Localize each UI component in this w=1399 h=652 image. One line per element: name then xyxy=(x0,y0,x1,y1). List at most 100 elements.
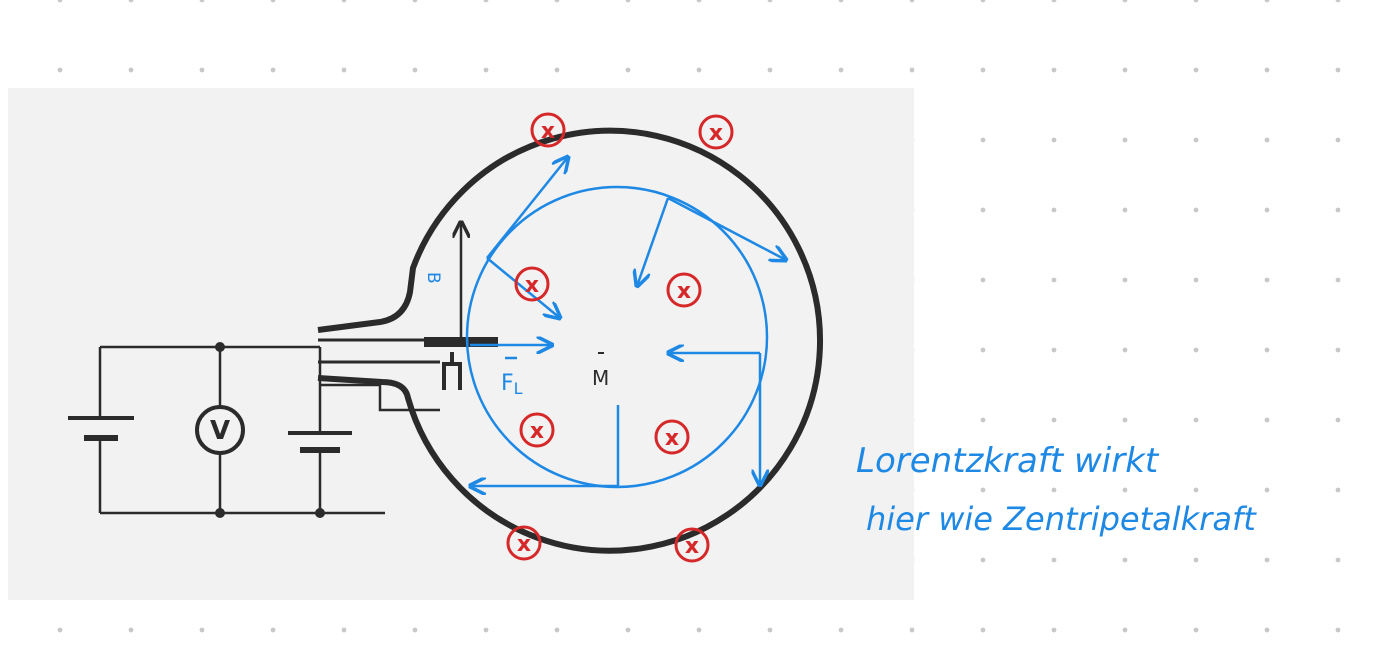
grid-dot xyxy=(1335,627,1341,633)
grid-dot xyxy=(909,67,915,73)
grid-dot xyxy=(980,277,986,283)
electron-path-drawing xyxy=(465,157,786,487)
grid-dot xyxy=(1051,277,1057,283)
grid-dot xyxy=(909,627,915,633)
grid-dot xyxy=(767,67,773,73)
grid-dot xyxy=(341,0,347,3)
grid-dot xyxy=(1051,0,1057,3)
electron-gun-cathode xyxy=(442,352,462,390)
grid-dot xyxy=(412,627,418,633)
grid-dot xyxy=(1335,487,1341,493)
circuit-junctions xyxy=(215,342,325,518)
grid-dot xyxy=(1335,0,1341,3)
field-mark: x xyxy=(698,114,734,150)
b-field-label: B xyxy=(423,272,443,284)
grid-dot xyxy=(625,67,631,73)
grid-dot xyxy=(341,67,347,73)
field-mark: x xyxy=(654,419,690,455)
grid-dot xyxy=(1193,487,1199,493)
grid-dot xyxy=(270,627,276,633)
grid-dot xyxy=(625,0,631,3)
field-mark-symbol: x xyxy=(525,273,539,298)
radial-arrow-top-right xyxy=(637,197,670,286)
grid-dot xyxy=(1264,487,1270,493)
note-line-1: Lorentzkraft wirkt xyxy=(856,441,1160,481)
grid-dot xyxy=(199,0,205,3)
field-mark: x xyxy=(530,112,566,148)
field-mark-circle xyxy=(519,412,555,448)
grid-dot xyxy=(625,627,631,633)
field-mark-circle xyxy=(654,419,690,455)
magnetic-field-marks: x x x x x x x x xyxy=(506,112,734,563)
grid-dot xyxy=(1193,417,1199,423)
grid-dot xyxy=(1122,347,1128,353)
grid-dot xyxy=(1122,0,1128,3)
grid-dot xyxy=(1122,557,1128,563)
grid-dot xyxy=(696,627,702,633)
grid-dot xyxy=(1051,417,1057,423)
field-mark: x xyxy=(666,272,702,308)
field-mark-circle xyxy=(666,272,702,308)
grid-dot xyxy=(980,207,986,213)
grid-dot xyxy=(199,627,205,633)
field-mark-symbol: x xyxy=(530,419,544,444)
grid-dot xyxy=(554,0,560,3)
grid-dot xyxy=(1122,417,1128,423)
note-line-2: hier wie Zentripetalkraft xyxy=(866,500,1257,538)
grid-dot xyxy=(980,137,986,143)
grid-dot xyxy=(1122,207,1128,213)
grid-dot xyxy=(1193,67,1199,73)
grid-dot xyxy=(554,627,560,633)
grid-dot xyxy=(1051,137,1057,143)
grid-dot xyxy=(1051,487,1057,493)
center-label: M xyxy=(592,366,609,390)
grid-dot xyxy=(1193,557,1199,563)
circuit xyxy=(68,345,440,515)
grid-dot xyxy=(1193,277,1199,283)
field-mark-circle xyxy=(530,112,566,148)
field-mark-symbol: x xyxy=(709,121,723,146)
grid-dot xyxy=(1264,207,1270,213)
grid-dot xyxy=(1264,0,1270,3)
field-mark: x xyxy=(514,266,550,302)
tangent-arrow-top-left xyxy=(486,157,568,259)
grid-dot xyxy=(980,627,986,633)
grid-dot xyxy=(1193,347,1199,353)
grid-dot xyxy=(412,67,418,73)
tangent-arrow-top-right xyxy=(667,196,786,260)
grid-dot xyxy=(838,627,844,633)
grid-dot xyxy=(1122,277,1128,283)
grid-dot xyxy=(980,557,986,563)
grid-dot xyxy=(696,0,702,3)
field-mark: x xyxy=(519,412,555,448)
grid-dot xyxy=(270,0,276,3)
grid-dot xyxy=(980,417,986,423)
grid-dot xyxy=(1264,277,1270,283)
grid-dot xyxy=(1335,417,1341,423)
field-mark-circle xyxy=(506,525,542,561)
voltmeter-circle xyxy=(195,405,245,455)
grid-dot xyxy=(1335,67,1341,73)
grid-dot xyxy=(1335,277,1341,283)
grid-dot xyxy=(483,67,489,73)
grid-dot xyxy=(1193,137,1199,143)
grid-dot xyxy=(1264,557,1270,563)
grid-dot xyxy=(1051,67,1057,73)
voltmeter-label: V xyxy=(210,416,230,446)
field-mark-symbol: x xyxy=(665,426,679,451)
field-mark-symbol: x xyxy=(677,279,691,304)
field-mark-symbol: x xyxy=(541,119,555,144)
grid-dot xyxy=(1122,137,1128,143)
grid-dot xyxy=(1051,207,1057,213)
grid-dot xyxy=(1264,67,1270,73)
grid-dot xyxy=(270,67,276,73)
field-mark-circle xyxy=(674,527,710,563)
field-mark: x xyxy=(506,525,542,561)
grid-dot xyxy=(1264,417,1270,423)
grid-dot xyxy=(909,0,915,3)
grid-dot xyxy=(128,0,134,3)
grid-dot xyxy=(1335,207,1341,213)
grid-dot xyxy=(980,0,986,3)
grid-dot xyxy=(483,0,489,3)
